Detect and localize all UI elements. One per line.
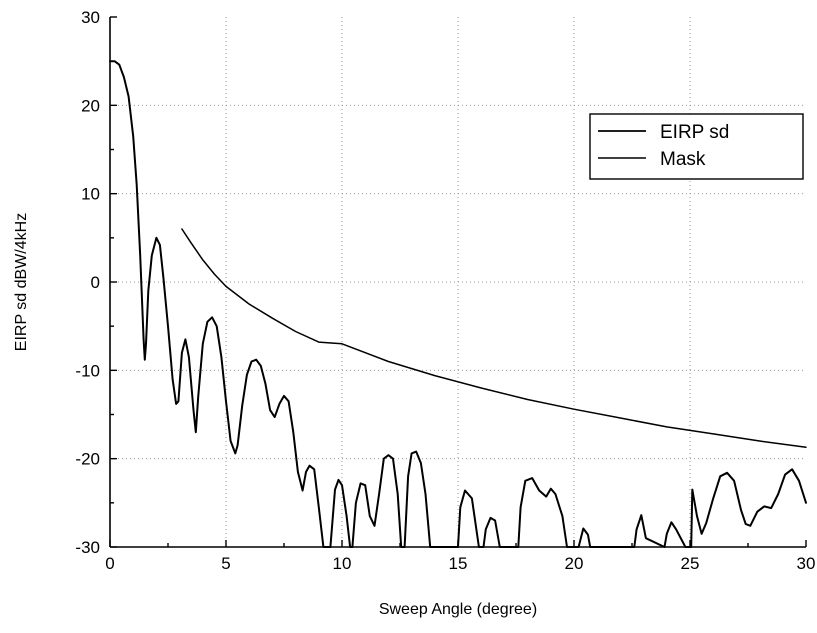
series-line-eirp-sd (109, 60, 807, 548)
legend: EIRP sd Mask (589, 113, 804, 180)
x-tick-label: 20 (565, 554, 584, 573)
x-tick-label: 15 (449, 554, 468, 573)
x-axis-label: Sweep Angle (degree) (379, 601, 537, 618)
x-tick-label: 25 (681, 554, 700, 573)
y-tick-label: 30 (81, 8, 100, 27)
grid (110, 17, 806, 547)
y-tick-label: 20 (81, 96, 100, 115)
x-tick-label: 10 (333, 554, 352, 573)
ticks: 0 5 10 15 20 25 30 30 20 10 0 -10 -20 -30 (75, 8, 815, 573)
legend-label-mask: Mask (660, 149, 706, 170)
series-line-mask (181, 228, 807, 448)
y-tick-label: -10 (75, 361, 100, 380)
y-tick-label: -30 (75, 538, 100, 557)
y-axis-label: EIRP sd dBW/4kHz (13, 213, 30, 351)
y-tick-label: 0 (91, 273, 100, 292)
legend-box (589, 113, 804, 180)
plot-area (109, 60, 807, 548)
x-tick-label: 30 (797, 554, 816, 573)
x-tick-label: 0 (105, 554, 114, 573)
y-tick-label: 10 (81, 185, 100, 204)
y-tick-label: -20 (75, 450, 100, 469)
legend-label-eirp-sd: EIRP sd (660, 122, 729, 143)
x-tick-label: 5 (221, 554, 230, 573)
